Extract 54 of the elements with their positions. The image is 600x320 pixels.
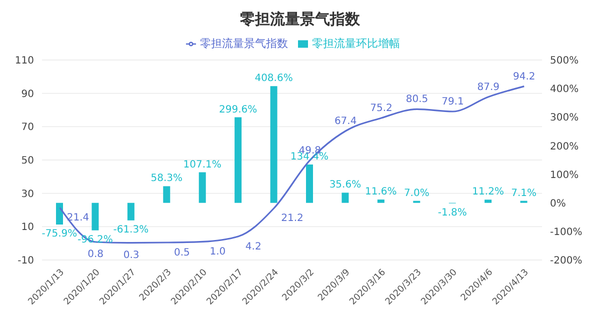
y-tick-label: 10 — [21, 222, 34, 234]
data-label: -1.8% — [438, 207, 467, 218]
y-tick-label: -10 — [18, 256, 34, 267]
data-label: -75.9% — [42, 228, 78, 240]
y2-tick-label: 200% — [550, 141, 579, 152]
y-tick-label: 110 — [14, 56, 34, 67]
bar — [163, 186, 170, 203]
data-label: 4.2 — [245, 241, 262, 252]
y2-tick-label: -100% — [550, 226, 582, 238]
y2-tick-label: 100% — [550, 170, 579, 181]
data-label: 35.6% — [329, 180, 362, 191]
y2-tick-label: 500% — [550, 56, 579, 67]
data-label: 67.4 — [334, 116, 357, 127]
y-tick-label: 70 — [21, 122, 34, 134]
y-tick-label: 90 — [21, 88, 34, 100]
data-label: 11.6% — [365, 186, 397, 198]
bar — [92, 202, 99, 230]
bar — [377, 200, 384, 203]
bar — [484, 200, 492, 203]
chart-title: 零担流量景气指数 — [239, 9, 361, 30]
y2-tick-label: -200% — [550, 256, 582, 267]
bar — [342, 192, 349, 203]
data-label: -61.3% — [113, 224, 149, 236]
bar — [234, 117, 242, 203]
legend-label: 零担流量景气指数 — [200, 37, 288, 50]
data-label: 408.6% — [254, 73, 293, 84]
data-label: 0.8 — [88, 249, 104, 260]
bar — [306, 164, 313, 203]
data-label: 80.5 — [406, 94, 428, 106]
bar — [56, 202, 63, 225]
y-tick-label: 30 — [21, 188, 34, 200]
bar — [127, 202, 134, 220]
data-label: 21.4 — [66, 212, 90, 224]
data-label: 75.2 — [370, 103, 392, 114]
data-label: 7.1% — [511, 188, 536, 199]
data-label: 11.2% — [472, 186, 504, 198]
data-label: 87.9 — [477, 82, 500, 93]
bar — [198, 172, 206, 203]
bar — [270, 86, 278, 203]
y2-tick-label: 400% — [550, 84, 579, 96]
data-label: 7.0% — [404, 188, 430, 199]
data-label: 79.1 — [442, 96, 464, 108]
y2-tick-label: 0% — [550, 198, 566, 210]
data-label: 0.3 — [123, 250, 140, 261]
data-label: 299.6% — [219, 104, 258, 116]
data-label: 58.3% — [150, 173, 183, 184]
y2-tick-label: 300% — [550, 112, 579, 124]
data-label: 1.0 — [210, 246, 226, 258]
data-label: 94.2 — [513, 71, 536, 82]
y-tick-label: 50 — [21, 156, 34, 167]
data-label: 107.1% — [183, 159, 222, 170]
data-label: 0.5 — [174, 248, 190, 258]
legend-label: 零担流量环比增幅 — [312, 37, 400, 50]
data-label: 21.2 — [281, 213, 304, 224]
